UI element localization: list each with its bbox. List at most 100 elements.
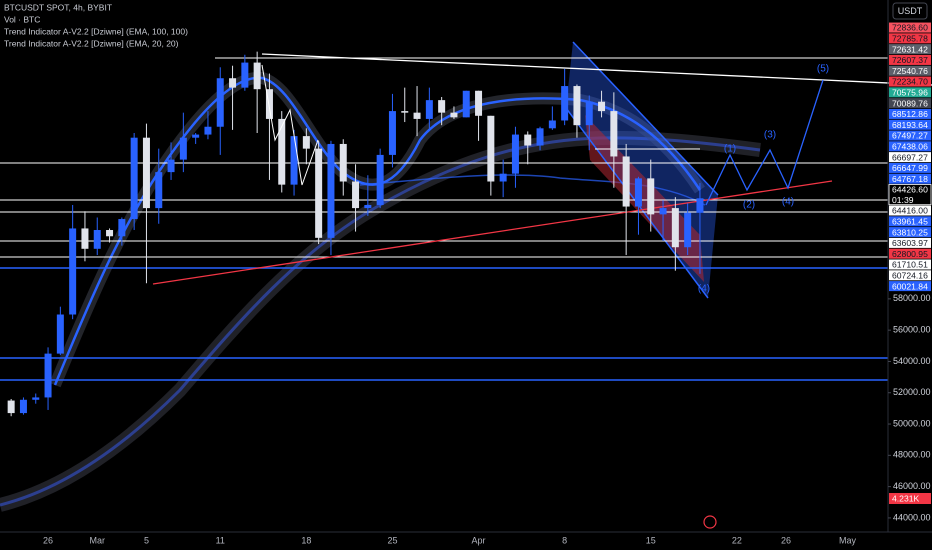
channel-edge	[572, 41, 719, 196]
price-label-box	[889, 22, 931, 33]
candle-body	[265, 89, 273, 119]
candle-body	[118, 219, 126, 237]
countdown: 01:39	[892, 195, 914, 205]
candle-body	[302, 136, 310, 149]
candle-body	[204, 126, 212, 135]
candle-body	[290, 136, 298, 185]
candle-body	[684, 212, 692, 248]
x-tick-label: 26	[781, 535, 791, 545]
price-label-box	[889, 281, 931, 292]
candle-body	[192, 134, 200, 138]
y-tick-label: 58000.00	[893, 293, 931, 303]
trend-line	[152, 180, 833, 285]
candle-body	[241, 62, 249, 88]
candle-body	[499, 173, 507, 182]
indicator-legend: Trend Indicator A-V2.2 [Dziwne] (EMA, 10…	[4, 26, 188, 36]
price-label-box	[889, 141, 931, 152]
volume-label-box	[889, 493, 931, 504]
wave-label: (5)	[817, 64, 829, 75]
currency-button[interactable]	[892, 2, 928, 20]
candle-body	[511, 134, 519, 174]
price-label-box	[889, 205, 931, 216]
price-label-box	[889, 227, 931, 238]
y-tick-label: 52000.00	[893, 387, 931, 397]
price-label: 60021.84	[892, 281, 928, 291]
x-tick-label: 15	[646, 535, 656, 545]
candle-body	[376, 154, 384, 205]
candle-body	[155, 172, 163, 209]
wave-label: (2)	[743, 200, 755, 211]
price-label-box	[889, 33, 931, 44]
price-label: 72836.60	[892, 23, 928, 33]
y-tick-label: 56000.00	[893, 325, 931, 335]
x-tick-label: 26	[43, 535, 53, 545]
y-tick-label: 46000.00	[893, 481, 931, 491]
candle-body	[413, 112, 421, 119]
wave-path	[705, 79, 824, 206]
candle-body	[32, 397, 40, 400]
price-label-box	[889, 248, 931, 259]
candle-body	[450, 112, 458, 118]
symbol-title: BTCUSDT SPOT, 4h, BYBIT	[4, 2, 112, 12]
candle-body	[44, 353, 52, 398]
y-tick-label: 48000.00	[893, 450, 931, 460]
price-label: 66647.99	[892, 163, 928, 173]
candle-body	[585, 101, 593, 126]
price-label: 66697.27	[892, 152, 928, 162]
candle-body	[536, 128, 544, 146]
price-label: 67497.27	[892, 131, 928, 141]
candle-body	[327, 143, 335, 238]
zigzag	[261, 64, 319, 186]
event-icon[interactable]	[703, 515, 717, 529]
price-label: 70575.96	[892, 87, 928, 97]
slow-ribbon	[0, 136, 761, 507]
price-label: 64416.00	[892, 206, 928, 216]
candle-body	[106, 230, 114, 237]
candle-body	[598, 101, 606, 112]
price-label-box	[889, 44, 931, 55]
candle-body	[610, 111, 618, 157]
candle-body	[364, 204, 372, 209]
price-label-box	[889, 173, 931, 184]
candle-body	[475, 90, 483, 116]
currency-button-label[interactable]: USDT	[898, 6, 923, 16]
price-label-box	[889, 162, 931, 173]
candle-body	[401, 111, 409, 113]
volume-label: 4.231K	[892, 493, 920, 503]
candle-body	[438, 100, 446, 113]
price-label-box	[889, 270, 931, 281]
price-label: 63810.25	[892, 227, 928, 237]
price-label-box	[889, 216, 931, 227]
y-tick-label: 50000.00	[893, 418, 931, 428]
candle-body	[81, 228, 89, 249]
candle-body	[561, 86, 569, 121]
price-label: 63961.45	[892, 216, 928, 226]
price-label-box	[889, 65, 931, 76]
candle-body	[671, 208, 679, 248]
price-label-box	[889, 76, 931, 87]
x-tick-label: Apr	[472, 535, 486, 545]
y-tick-label: 54000.00	[893, 356, 931, 366]
candle-body	[388, 111, 396, 155]
candle-body	[548, 120, 556, 129]
candle-body	[7, 400, 15, 414]
drawings: (1) (2) (3) (4) (5) (4)	[261, 64, 829, 529]
candle-body	[425, 100, 433, 119]
candle-body	[142, 137, 150, 209]
wave-label: (3)	[764, 130, 776, 141]
ribbon-line	[359, 174, 706, 206]
x-tick-label: May	[839, 535, 857, 545]
price-label-box	[889, 119, 931, 130]
wave-label: (4)	[698, 284, 710, 295]
candle-body	[229, 78, 237, 88]
candle-body	[462, 90, 470, 118]
price-label-box	[889, 98, 931, 109]
axes: 26 Mar 5 11 18 25 Apr 8 15 22 26 May 44000.00 46000.0…	[43, 22, 932, 545]
candle-body	[179, 137, 187, 160]
x-tick-label: 25	[387, 535, 397, 545]
x-tick-label: 18	[301, 535, 311, 545]
price-label: 62800.95	[892, 249, 928, 259]
x-tick-label: Mar	[90, 535, 106, 545]
candle-body	[130, 137, 138, 220]
